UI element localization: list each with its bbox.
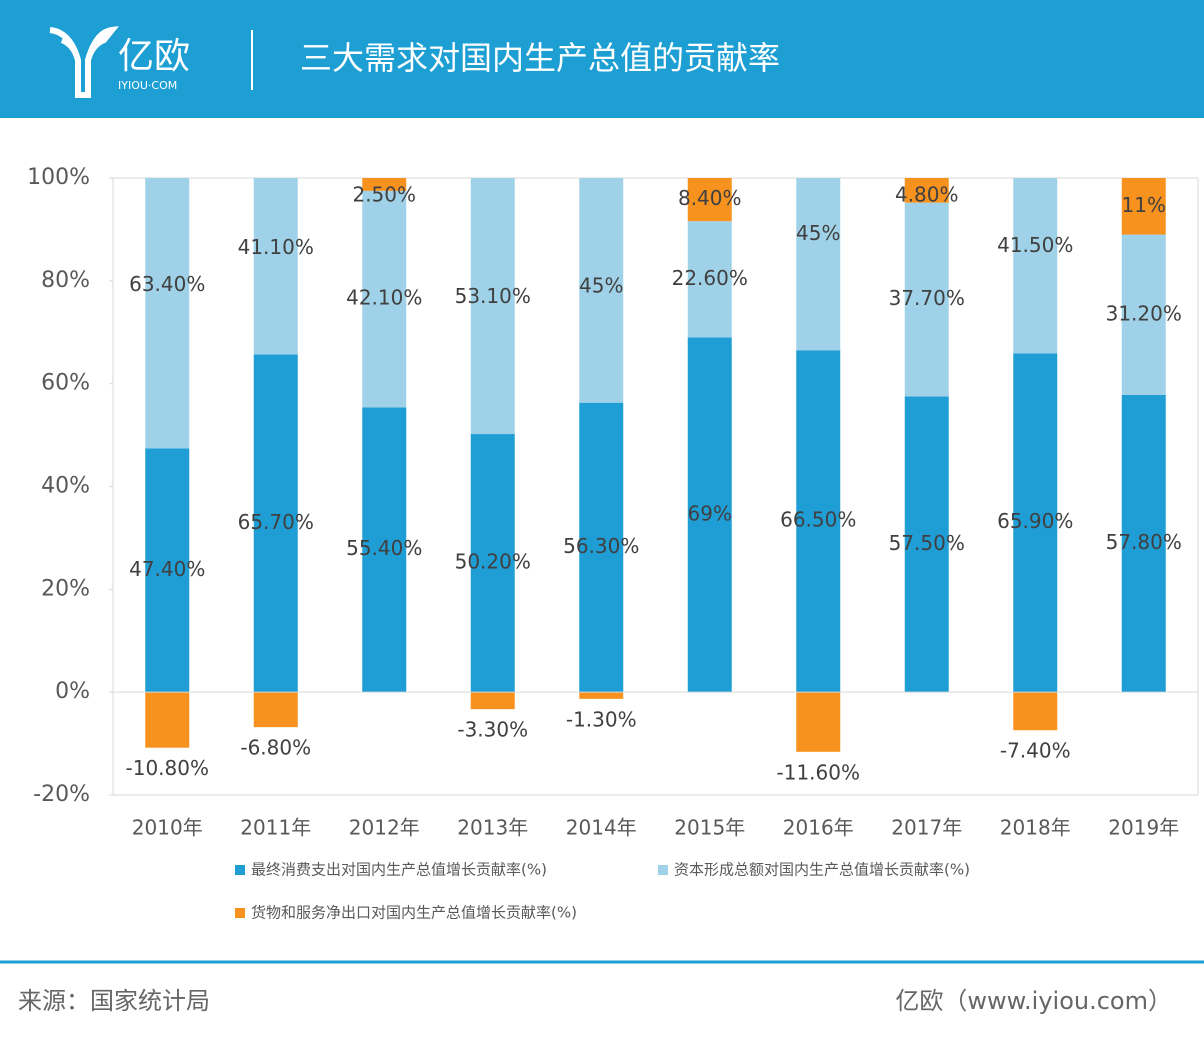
legend-label: 最终消费支出对国内生产总值增长贡献率(%) (251, 861, 547, 879)
data-label: 65.70% (238, 510, 314, 534)
data-label: 69% (688, 501, 732, 525)
data-label: -3.30% (457, 718, 528, 742)
data-label: 65.90% (997, 509, 1073, 533)
data-label: -1.30% (566, 707, 637, 731)
y-tick-label: 80% (41, 268, 90, 293)
data-label: 8.40% (678, 186, 742, 210)
data-label: 56.30% (563, 534, 639, 558)
bar-segment (687, 178, 732, 222)
bar-segment (687, 221, 732, 338)
bar-segment (1013, 692, 1058, 731)
bar-segment (362, 178, 407, 191)
x-tick-label: 2016年 (783, 816, 854, 840)
bar-segment (470, 178, 515, 435)
x-tick-label: 2012年 (349, 816, 420, 840)
bar-segment (579, 402, 624, 693)
x-tick-label: 2018年 (1000, 816, 1071, 840)
y-tick-label: 60% (41, 371, 90, 396)
data-label: 37.70% (889, 286, 965, 310)
x-tick-label: 2017年 (891, 816, 962, 840)
bar-segment (796, 350, 841, 693)
data-label: 57.50% (889, 531, 965, 555)
bar-segment (253, 178, 298, 355)
x-tick-label: 2013年 (457, 816, 528, 840)
x-tick-label: 2011年 (240, 816, 311, 840)
data-label: 63.40% (129, 272, 205, 296)
chart-title: 三大需求对国内生产总值的贡献率 (300, 39, 780, 77)
bar-segment (1013, 353, 1058, 693)
bar-segment (362, 190, 407, 408)
data-label: 42.10% (346, 286, 422, 310)
bar-segment (796, 692, 841, 752)
legend-swatch (235, 865, 245, 875)
bar-segment (796, 178, 841, 351)
data-label: 53.10% (455, 284, 531, 308)
bar-segment (253, 354, 298, 693)
logo-text: 亿欧 (118, 36, 190, 77)
data-label: 47.40% (129, 557, 205, 581)
data-label: 41.10% (238, 235, 314, 259)
y-tick-label: 20% (41, 576, 90, 601)
x-tick-label: 2015年 (674, 816, 745, 840)
bar-segment (687, 337, 732, 693)
data-label: -6.80% (240, 736, 311, 760)
bar-segment (579, 178, 624, 403)
x-tick-label: 2014年 (566, 816, 637, 840)
data-label: 31.20% (1106, 301, 1182, 325)
data-label: 2.50% (352, 183, 416, 207)
bar-segment (579, 692, 624, 699)
logo-subtext: IYIOU·COM (118, 79, 177, 92)
data-label: 4.80% (895, 183, 959, 207)
legend-label: 资本形成总额对国内生产总值增长贡献率(%) (674, 861, 970, 879)
y-tick-label: 100% (27, 165, 90, 190)
logo-mark (49, 26, 119, 98)
y-tick-label: -20% (33, 782, 90, 807)
bar-segment (1013, 178, 1058, 354)
data-label: 45% (796, 221, 840, 245)
data-label: 50.20% (455, 550, 531, 574)
data-label: 11% (1122, 193, 1166, 217)
bar-segment (904, 178, 949, 203)
y-tick-label: 40% (41, 474, 90, 499)
data-label: 22.60% (672, 266, 748, 290)
bar-segment (904, 396, 949, 693)
bar-segment (470, 692, 515, 710)
source: 来源：国家统计局 (18, 987, 210, 1015)
bar-segment (145, 448, 190, 693)
bar-segment (362, 407, 407, 693)
data-label: 57.80% (1106, 530, 1182, 554)
data-label: 66.50% (780, 508, 856, 532)
y-tick-label: 0% (55, 679, 90, 704)
bar-segment (145, 692, 190, 748)
bar-segment (253, 692, 298, 728)
bar-segment (145, 178, 190, 449)
x-tick-label: 2010年 (132, 816, 203, 840)
legend-label: 货物和服务净出口对国内生产总值增长贡献率(%) (251, 904, 577, 922)
site: 亿欧（www.iyiou.com） (895, 987, 1172, 1015)
bar-segment (1121, 394, 1166, 693)
bar-segment (470, 434, 515, 693)
bar-segment (1121, 178, 1166, 235)
data-label: -7.40% (1000, 739, 1071, 763)
data-label: 41.50% (997, 233, 1073, 257)
bar-segment (1121, 234, 1166, 395)
data-label: 45% (579, 274, 623, 298)
x-tick-label: 2019年 (1108, 816, 1179, 840)
bars (145, 178, 1166, 752)
legend-swatch (658, 865, 668, 875)
header-bar (0, 0, 1204, 118)
data-label: -10.80% (126, 756, 209, 780)
data-label: 55.40% (346, 536, 422, 560)
legend-swatch (235, 908, 245, 918)
data-label: -11.60% (777, 760, 860, 784)
bar-segment (904, 202, 949, 397)
